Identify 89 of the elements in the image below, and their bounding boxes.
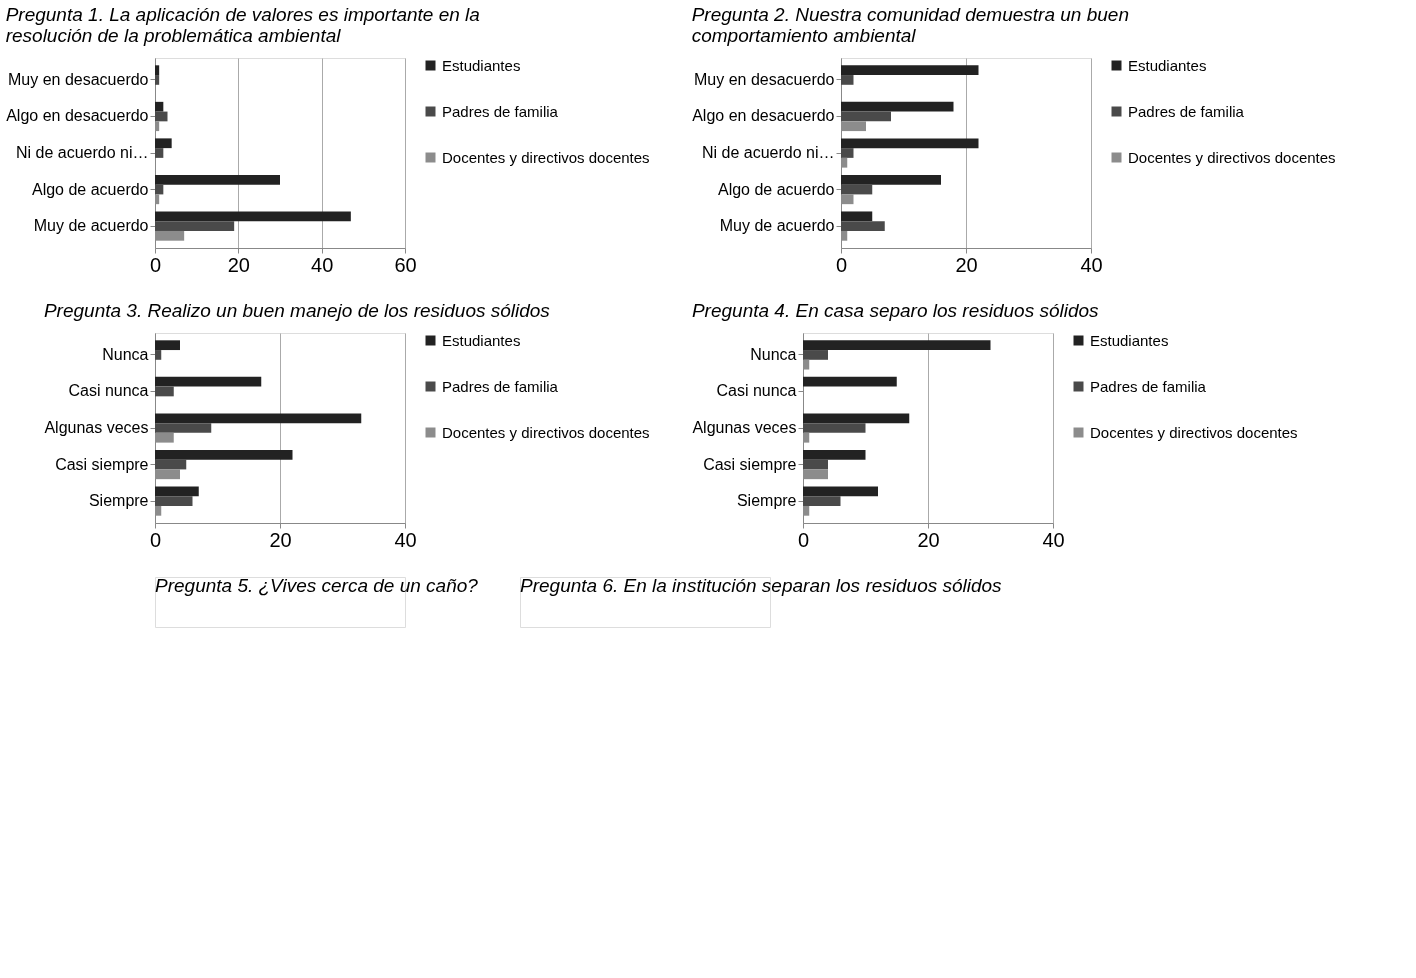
bar bbox=[155, 211, 351, 222]
bar bbox=[803, 350, 828, 360]
y-tick-label: Siempre bbox=[88, 492, 149, 510]
y-tick-label: Algo en desacuerdo bbox=[692, 107, 835, 125]
bar bbox=[155, 138, 172, 149]
legend-label: Docentes y directivos docentes bbox=[1090, 423, 1298, 441]
bar bbox=[841, 221, 885, 231]
bar bbox=[155, 350, 162, 360]
x-tick-label: 0 bbox=[149, 253, 162, 276]
bar bbox=[841, 65, 979, 76]
y-tick-label: Algo de acuerdo bbox=[31, 180, 149, 198]
bar bbox=[155, 75, 160, 85]
legend-label: Estudiantes bbox=[1090, 331, 1169, 349]
bar bbox=[841, 211, 873, 222]
bar bbox=[155, 459, 187, 470]
y-tick-label: Siempre bbox=[736, 492, 797, 510]
y-tick-label: Muy en desacuerdo bbox=[7, 70, 149, 88]
x-tick-label: 20 bbox=[917, 528, 940, 551]
text: Pregunta 6. En la institución separan los residuos sólidos bbox=[520, 575, 1003, 596]
legend-label: Estudiantes bbox=[442, 331, 521, 349]
bar bbox=[155, 148, 164, 158]
y-tick-label: Ni de acuerdo ni… bbox=[15, 144, 149, 161]
bar bbox=[155, 111, 168, 122]
y-tick-label: Nunca bbox=[102, 345, 149, 363]
bar bbox=[155, 174, 280, 185]
bar bbox=[155, 65, 160, 76]
y-tick-label: Algunas veces bbox=[692, 419, 797, 436]
bar bbox=[155, 496, 193, 506]
x-tick-label: 20 bbox=[227, 253, 250, 276]
bar bbox=[155, 413, 362, 424]
x-tick-label: 20 bbox=[269, 528, 292, 551]
chart-title: Pregunta 1. La aplicación de valores es importante en la resolución de la problemática ambiental bbox=[5, 4, 480, 46]
legend-label: Estudiantes bbox=[442, 56, 521, 74]
bar bbox=[155, 376, 262, 387]
x-tick-label: 0 bbox=[835, 253, 848, 276]
y-tick-label: Casi siempre bbox=[55, 455, 149, 473]
legend-label: Docentes y directivos docentes bbox=[1128, 148, 1336, 166]
legend-label: Padres de familia bbox=[442, 377, 559, 395]
legend-label: Padres de familia bbox=[1128, 102, 1245, 120]
x-tick-label: 40 bbox=[394, 528, 417, 551]
bar bbox=[841, 138, 979, 149]
x-tick-label: 60 bbox=[394, 253, 417, 276]
legend-label: Estudiantes bbox=[1128, 56, 1207, 74]
legend-label: Docentes y directivos docentes bbox=[442, 148, 650, 166]
legend-label: Padres de familia bbox=[442, 102, 559, 120]
y-tick-label: Casi nunca bbox=[716, 382, 797, 400]
bar bbox=[841, 174, 941, 185]
y-tick-label: Muy de acuerdo bbox=[33, 217, 149, 235]
bar bbox=[803, 376, 897, 387]
bar bbox=[155, 101, 164, 112]
text: Pregunta 5. ¿Vives cerca de un caño? bbox=[155, 575, 479, 596]
bar bbox=[155, 486, 199, 497]
bar bbox=[155, 221, 235, 231]
legend-label: Docentes y directivos docentes bbox=[442, 423, 650, 441]
bar bbox=[155, 423, 212, 433]
y-tick-label: Muy en desacuerdo bbox=[693, 70, 835, 88]
bar bbox=[155, 340, 180, 351]
y-tick-label: Casi nunca bbox=[68, 382, 149, 400]
legend-label: Padres de familia bbox=[1090, 377, 1207, 395]
y-tick-label: Nunca bbox=[750, 345, 797, 363]
x-tick-label: 20 bbox=[955, 253, 978, 276]
bar bbox=[803, 449, 866, 460]
y-tick-label: Algo en desacuerdo bbox=[6, 107, 149, 125]
bar bbox=[803, 340, 991, 351]
bar bbox=[841, 75, 854, 85]
x-tick-label: 40 bbox=[1042, 528, 1065, 551]
bar bbox=[841, 148, 854, 158]
x-tick-label: 0 bbox=[797, 528, 810, 551]
y-tick-label: Ni de acuerdo ni… bbox=[701, 144, 835, 161]
bar bbox=[803, 496, 841, 506]
y-tick-label: Muy de acuerdo bbox=[719, 217, 835, 235]
bar bbox=[841, 184, 873, 195]
chart-title: Pregunta 2. Nuestra comunidad demuestra un buen comportamiento ambiental bbox=[691, 4, 1129, 46]
x-tick-label: 40 bbox=[311, 253, 334, 276]
chart-title: Pregunta 3. Realizo un buen manejo de los residuos sólidos bbox=[43, 300, 551, 321]
chart-title: Pregunta 4. En casa separo los residuos sólidos bbox=[691, 300, 1100, 321]
bar bbox=[155, 449, 293, 460]
bar bbox=[803, 423, 866, 433]
x-tick-label: 0 bbox=[149, 528, 162, 551]
y-tick-label: Algo de acuerdo bbox=[717, 180, 835, 198]
y-tick-label: Casi siempre bbox=[703, 455, 797, 473]
bar bbox=[841, 111, 891, 122]
x-tick-label: 40 bbox=[1080, 253, 1103, 276]
y-tick-label: Algunas veces bbox=[44, 419, 149, 436]
bar bbox=[155, 386, 174, 397]
bar bbox=[803, 459, 828, 470]
bar bbox=[803, 486, 878, 497]
bar bbox=[803, 413, 910, 424]
bar bbox=[841, 101, 954, 112]
